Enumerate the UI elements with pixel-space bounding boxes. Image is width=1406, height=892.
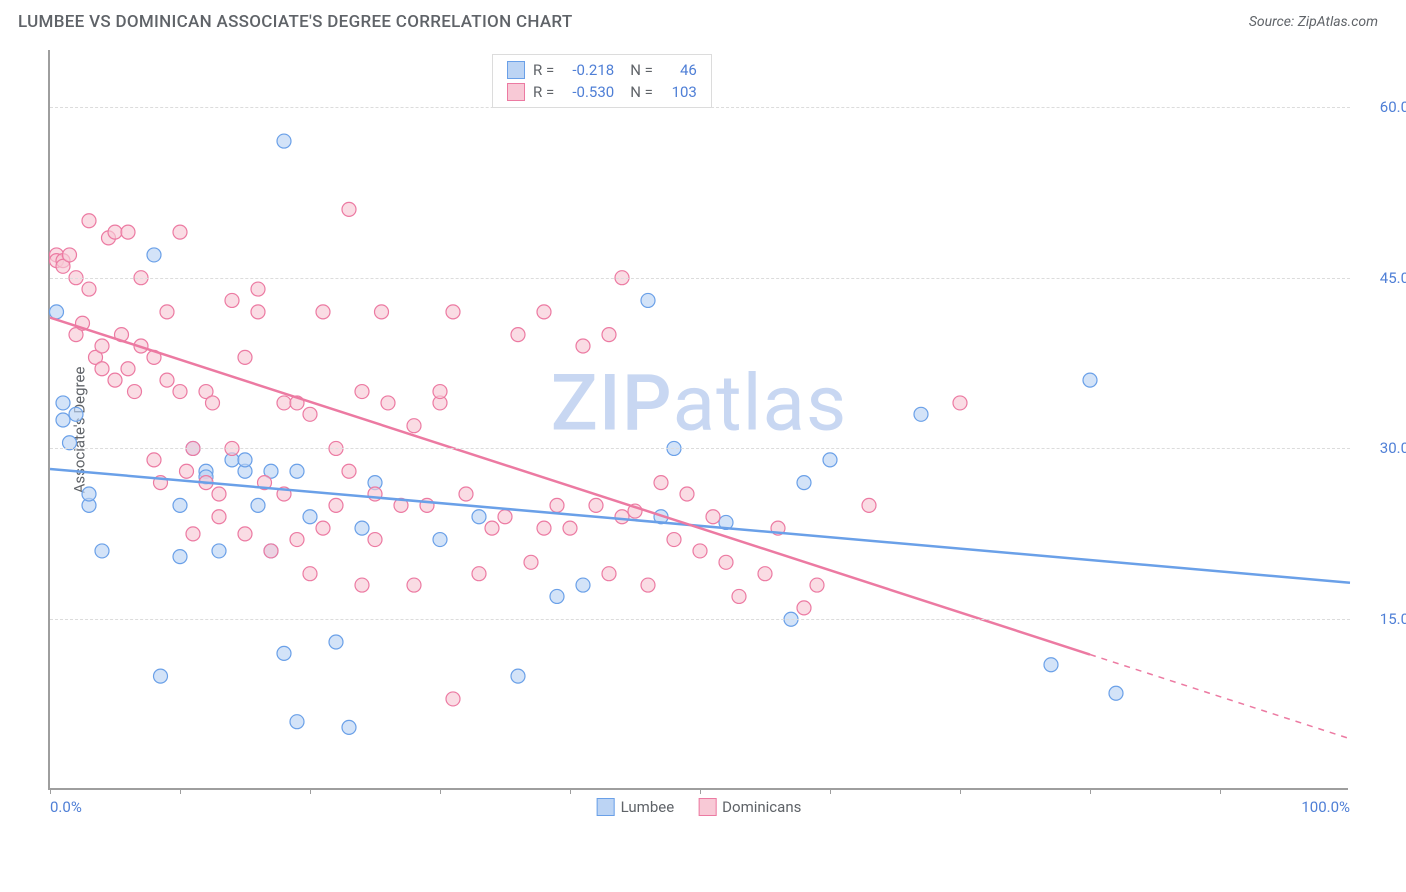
x-tick <box>1090 788 1091 794</box>
stats-legend-row: R = -0.530 N = 103 <box>507 81 697 103</box>
legend-item: Lumbee <box>597 798 675 816</box>
legend-n-value: 46 <box>661 61 697 79</box>
legend-series-label: Dominicans <box>722 798 801 816</box>
x-tick <box>310 788 311 794</box>
chart-area: Associate's Degree ZIPatlas R =-0.218N =… <box>48 50 1378 810</box>
x-tick <box>50 788 51 794</box>
legend-series-label: Lumbee <box>621 798 675 816</box>
gridline <box>50 107 1350 108</box>
stats-legend: R = -0.218 N = 46 R = -0.530 N = 103 <box>492 54 712 108</box>
x-tick-label: 0.0% <box>50 798 82 816</box>
legend-swatch <box>507 83 525 101</box>
gridline <box>50 619 1350 620</box>
gridline <box>50 448 1350 449</box>
y-tick-label: 45.0% <box>1380 269 1406 287</box>
x-tick <box>960 788 961 794</box>
chart-title: LUMBEE VS DOMINICAN ASSOCIATE'S DEGREE C… <box>18 12 573 32</box>
plot-region: ZIPatlas R =-0.218N =46R =-0.530N =103 L… <box>48 50 1348 790</box>
legend-swatch <box>698 798 716 816</box>
x-tick <box>830 788 831 794</box>
legend-r-value: -0.530 <box>562 83 614 101</box>
x-tick <box>440 788 441 794</box>
y-tick-label: 60.0% <box>1380 98 1406 116</box>
x-tick <box>180 788 181 794</box>
trend-line-dashed <box>1090 655 1350 739</box>
legend-r-label: R = <box>533 83 554 101</box>
stats-legend-row: R = -0.218 N = 46 <box>507 59 697 81</box>
legend-n-label: N = <box>630 61 653 79</box>
trend-line <box>50 469 1350 583</box>
gridline <box>50 278 1350 279</box>
legend-n-label: N = <box>630 83 653 101</box>
x-tick <box>1220 788 1221 794</box>
x-tick <box>700 788 701 794</box>
y-tick-label: 15.0% <box>1380 610 1406 628</box>
legend-r-label: R = <box>533 61 554 79</box>
source-label: Source: ZipAtlas.com <box>1249 14 1378 30</box>
trend-line-layer <box>50 50 1350 790</box>
x-tick-label: 100.0% <box>1301 798 1350 816</box>
series-legend: Lumbee Dominicans <box>597 798 802 816</box>
legend-swatch <box>597 798 615 816</box>
legend-swatch <box>507 61 525 79</box>
legend-item: Dominicans <box>698 798 801 816</box>
x-tick <box>570 788 571 794</box>
legend-r-value: -0.218 <box>562 61 614 79</box>
trend-line <box>50 318 1090 655</box>
y-tick-label: 30.0% <box>1380 439 1406 457</box>
legend-n-value: 103 <box>661 83 697 101</box>
